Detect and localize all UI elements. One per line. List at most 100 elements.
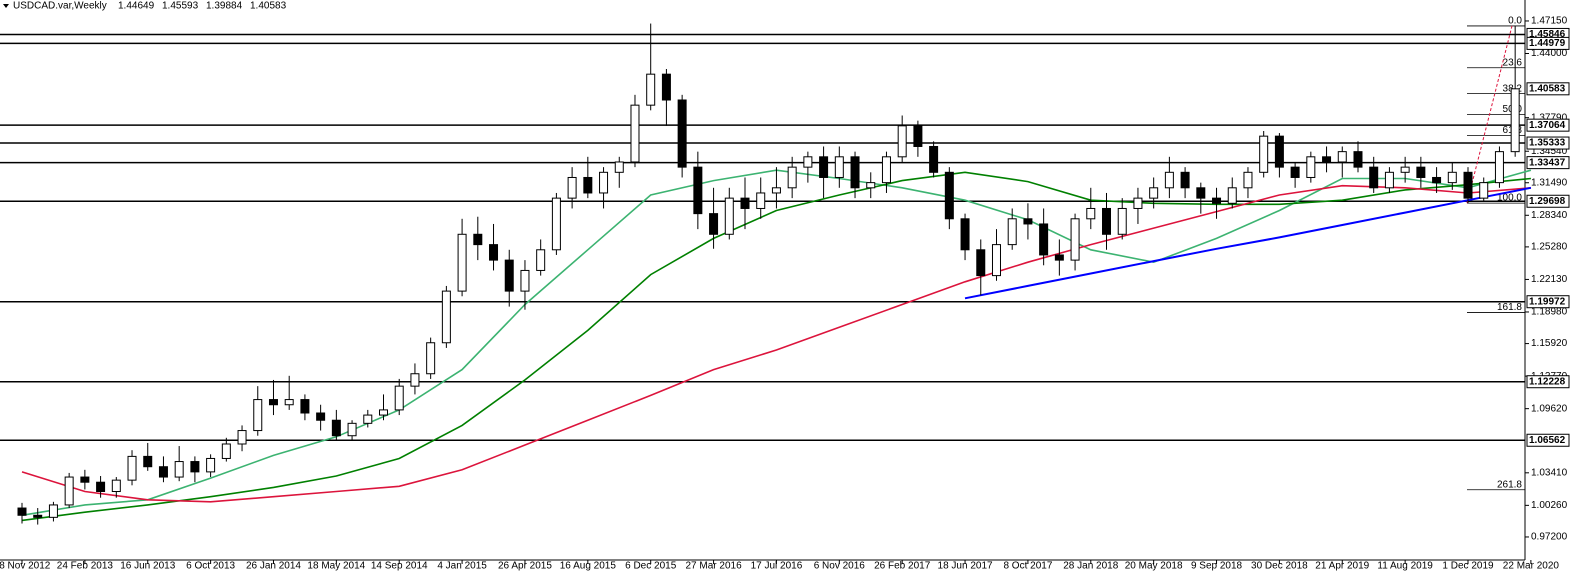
candle-body [1007, 218, 1017, 246]
x-tick-label: 26 Apr 2015 [498, 561, 552, 571]
candle-body [1212, 197, 1222, 204]
level-label-box [1526, 433, 1570, 447]
candle-body [614, 161, 624, 173]
x-tick-label: 28 Jan 2018 [1063, 561, 1118, 571]
fib-label: 161.8 [1497, 302, 1522, 313]
x-tick-label: 4 Jan 2015 [437, 561, 487, 571]
candle-body [174, 461, 184, 478]
x-tick-label: 26 Jan 2014 [246, 561, 301, 571]
candle-body [677, 99, 687, 168]
x-tick-label: 1 Dec 2019 [1442, 561, 1494, 571]
candle-body [253, 399, 263, 432]
candle-body [33, 514, 43, 518]
y-tick-label: 1.47150 [1531, 16, 1568, 27]
fib-label: 23.6 [1503, 57, 1523, 68]
x-tick-label: 20 May 2018 [1125, 561, 1183, 571]
x-tick-label: 26 Feb 2017 [874, 561, 931, 571]
candle-body [819, 156, 829, 178]
candle-body [17, 507, 27, 516]
level-label: 1.19972 [1529, 296, 1566, 307]
candle-body [1054, 254, 1064, 261]
candle-body [410, 373, 420, 387]
candle-body [1164, 171, 1174, 189]
candle-body [158, 466, 168, 478]
y-tick-label: 1.00260 [1531, 500, 1568, 511]
candle-body [646, 73, 656, 106]
candle-body [143, 455, 153, 468]
candle-body [897, 125, 907, 158]
level-label: 1.12228 [1529, 376, 1566, 387]
menu-arrow[interactable] [3, 4, 9, 8]
level-label-box [1526, 156, 1570, 170]
header-ohlc: 1.39884 [206, 1, 243, 12]
candle-body [803, 156, 813, 168]
x-tick-label: 8 Oct 2017 [1003, 561, 1052, 571]
candle-body [1432, 176, 1442, 184]
y-tick-label: 1.22130 [1531, 274, 1568, 285]
candle-body [1463, 171, 1473, 199]
fib-trend [1466, 25, 1513, 204]
candle-body [127, 455, 137, 481]
fib-label: 100.0 [1497, 193, 1522, 204]
x-tick-label: 21 Apr 2019 [1315, 561, 1369, 571]
candle-body [929, 145, 939, 173]
candle-body [300, 399, 310, 414]
candle-body [190, 461, 200, 473]
candle-body [1086, 207, 1096, 220]
candle-body [316, 412, 326, 421]
candle-body [1322, 156, 1332, 163]
candle-body [80, 476, 90, 483]
x-tick-label: 6 Nov 2016 [814, 561, 866, 571]
candle-body [441, 290, 451, 344]
candle-body [866, 182, 876, 189]
candle-body [331, 419, 341, 437]
level-label-box [1526, 118, 1570, 132]
candle-body [1149, 187, 1159, 199]
candle-body [1337, 151, 1347, 163]
candle-body [379, 409, 389, 416]
series-line [21, 184, 1531, 503]
candle-body [1227, 187, 1237, 204]
candle-body [457, 233, 467, 292]
x-tick-label: 17 Jul 2016 [751, 561, 803, 571]
candle-body [756, 192, 766, 209]
candle-body [221, 443, 231, 459]
candle-body [206, 457, 216, 473]
y-tick-label: 1.09620 [1531, 403, 1568, 414]
y-tick-label: 1.44000 [1531, 48, 1568, 59]
candle-body [1023, 218, 1033, 225]
candle-body [1290, 166, 1300, 178]
candle-body [1400, 166, 1410, 173]
candle-body [520, 269, 530, 292]
x-tick-label: 18 Nov 2012 [0, 561, 51, 571]
candle-body [567, 176, 577, 199]
x-tick-label: 27 Mar 2016 [685, 561, 742, 571]
candle-body [1353, 151, 1363, 168]
candle-body [1369, 166, 1379, 189]
candle-body [1039, 223, 1049, 256]
candle-body [48, 504, 58, 518]
level-label: 1.35333 [1529, 138, 1566, 149]
candle-body [1384, 171, 1394, 189]
header-ohlc: 1.45593 [162, 1, 199, 12]
candle-body [268, 399, 278, 406]
x-tick-label: 24 Feb 2013 [57, 561, 114, 571]
candle-body [834, 156, 844, 178]
candle-body [1133, 197, 1143, 209]
x-tick-label: 6 Dec 2015 [625, 561, 677, 571]
x-tick-label: 16 Aug 2015 [560, 561, 617, 571]
price-label: 1.40583 [1529, 83, 1566, 94]
level-label-box [1526, 194, 1570, 208]
candle-body [630, 104, 640, 163]
level-label: 1.06562 [1529, 435, 1566, 446]
y-tick-label: 1.03410 [1531, 467, 1568, 478]
candle-body [284, 399, 294, 406]
x-tick-label: 30 Dec 2018 [1251, 561, 1308, 571]
x-tick-label: 9 Sep 2018 [1191, 561, 1243, 571]
x-tick-label: 11 Aug 2019 [1377, 561, 1433, 571]
candle-body [583, 176, 593, 194]
candle-body [111, 479, 121, 493]
candle-body [237, 430, 247, 445]
